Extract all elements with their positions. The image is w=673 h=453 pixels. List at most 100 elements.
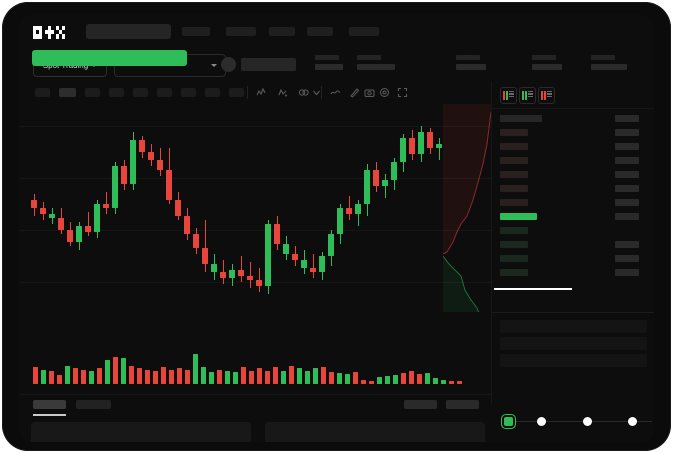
candlestick	[265, 104, 271, 312]
chart-gridline	[19, 282, 491, 283]
orderbook-amount	[615, 185, 639, 192]
orderbook-row[interactable]	[500, 157, 528, 164]
nav-item-5[interactable]	[349, 27, 379, 36]
candlestick	[355, 104, 361, 312]
active-tab-underline	[33, 414, 66, 416]
candlestick	[76, 104, 82, 312]
timeframe-30m[interactable]	[109, 88, 124, 97]
candle-body	[85, 226, 91, 232]
orderbook-row[interactable]	[500, 129, 528, 136]
orderbook-row[interactable]	[500, 171, 528, 178]
step-2[interactable]	[537, 417, 546, 426]
compare-icon[interactable]	[298, 87, 309, 98]
tab-sell[interactable]	[573, 288, 654, 312]
timeframe-1m[interactable]	[35, 88, 50, 97]
okx-logo-icon[interactable]	[33, 26, 77, 39]
candlestick	[31, 104, 37, 312]
nav-item-4[interactable]	[307, 27, 333, 36]
candlestick	[301, 104, 307, 312]
indicators-icon[interactable]	[256, 87, 267, 98]
orderbook-row[interactable]	[500, 213, 537, 220]
volume-bar	[105, 360, 110, 384]
candle-body	[31, 200, 37, 208]
timeframe-1w[interactable]	[205, 88, 220, 97]
step-3[interactable]	[583, 417, 592, 426]
orderbook-row[interactable]	[500, 255, 528, 262]
stat-24h-change	[357, 55, 395, 70]
fullscreen-icon[interactable]	[397, 87, 408, 98]
volume-bar	[225, 371, 230, 384]
nav-item-3[interactable]	[269, 27, 295, 36]
volume-bar	[361, 380, 366, 384]
timeframe-1d[interactable]	[181, 88, 196, 97]
tab-open-orders[interactable]	[33, 400, 66, 409]
orderbook-both-icon[interactable]	[500, 87, 517, 104]
bottom-action-1[interactable]	[404, 400, 437, 409]
candlestick	[49, 104, 55, 312]
volume-bar	[273, 367, 278, 384]
candle-wick	[438, 138, 440, 160]
timeframe-1mo[interactable]	[229, 88, 244, 97]
drawing-tools-icon[interactable]	[349, 87, 360, 98]
bottom-action-2[interactable]	[446, 400, 479, 409]
tab-buy[interactable]	[492, 288, 573, 312]
timeframe-4h[interactable]	[157, 88, 172, 97]
candle-body	[418, 132, 424, 154]
orderbook-bids-icon[interactable]	[519, 87, 536, 104]
candlestick	[310, 104, 316, 312]
depth-ask-line	[443, 111, 491, 255]
orderbook-row[interactable]	[500, 115, 542, 122]
stat-label	[456, 55, 480, 60]
order-amount-field[interactable]	[500, 337, 647, 350]
orderbook-row[interactable]	[500, 185, 528, 192]
tab-order-history[interactable]	[76, 400, 111, 409]
orderbook-row[interactable]	[500, 269, 528, 276]
candle-body	[220, 272, 226, 278]
chevron-down-icon	[211, 64, 217, 67]
volume-bar	[193, 354, 198, 384]
candle-body	[382, 180, 388, 186]
orderbook-amount	[615, 241, 639, 248]
timeframe-5m[interactable]	[59, 88, 76, 97]
candle-body	[121, 166, 127, 184]
chevron-down-icon[interactable]	[311, 87, 322, 98]
camera-icon[interactable]	[364, 87, 375, 98]
orderbook-amount	[615, 143, 639, 150]
step-4[interactable]	[628, 417, 637, 426]
candlestick	[229, 104, 235, 312]
volume-bar	[81, 370, 86, 384]
candle-body	[40, 208, 46, 214]
candle-body	[94, 204, 100, 232]
orderbook-row[interactable]	[500, 227, 528, 234]
stat-value	[591, 64, 627, 70]
candlestick	[211, 104, 217, 312]
step-1[interactable]	[504, 417, 513, 426]
candlestick	[67, 104, 73, 312]
candle-body	[139, 140, 145, 152]
orderbook-row[interactable]	[500, 241, 528, 248]
line-chart-icon[interactable]	[330, 87, 341, 98]
volume-bar	[433, 378, 438, 384]
timeframe-15m[interactable]	[85, 88, 100, 97]
order-price-field[interactable]	[500, 320, 647, 333]
settings-icon[interactable]	[379, 87, 390, 98]
candlestick	[58, 104, 64, 312]
orderbook-amount	[615, 157, 639, 164]
nav-item-2[interactable]	[226, 27, 256, 36]
order-total-field[interactable]	[500, 354, 647, 367]
primary-cta-button[interactable]	[32, 50, 187, 66]
nav-item-1[interactable]	[182, 27, 210, 36]
candlestick	[157, 104, 163, 312]
candle-body	[193, 234, 199, 248]
orderbook-row[interactable]	[500, 199, 528, 206]
candle-body	[391, 162, 397, 180]
orderbook-row[interactable]	[500, 143, 528, 150]
orderbook-asks-icon[interactable]	[538, 87, 555, 104]
candlestick	[247, 104, 253, 312]
volume-bar	[425, 373, 430, 384]
candlestick-chart[interactable]	[19, 104, 491, 312]
chart-type-icon[interactable]	[277, 87, 288, 98]
timeframe-1h[interactable]	[133, 88, 148, 97]
search-input[interactable]	[86, 24, 171, 39]
